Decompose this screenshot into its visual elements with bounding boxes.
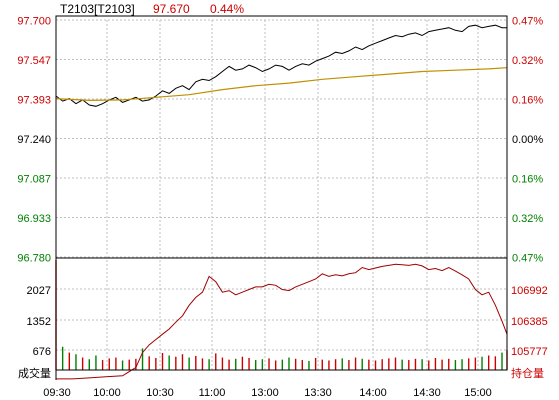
volume-tick-label-left: 676 xyxy=(33,346,51,358)
header-symbol: T2103[T2103] xyxy=(60,2,135,16)
price-tick-label-left: 97.087 xyxy=(17,174,51,186)
plot-frame xyxy=(55,15,508,371)
price-tick-label-left: 97.393 xyxy=(17,95,51,107)
time-tick-label: 13:00 xyxy=(251,387,279,399)
pct-tick-label-right: 0.47% xyxy=(512,16,543,28)
volume-bars xyxy=(55,260,508,370)
pct-tick-label-right: 0.16% xyxy=(512,174,543,186)
time-tick-label: 10:00 xyxy=(93,387,121,399)
oi-tick-label-right: 106992 xyxy=(511,285,548,297)
series-lines xyxy=(55,24,508,380)
header-change-pct: 0.44% xyxy=(210,2,244,16)
header-last-price: 97.670 xyxy=(153,2,190,16)
frame-layer xyxy=(55,15,508,380)
time-tick-label: 15:00 xyxy=(464,387,492,399)
price-tick-label-left: 97.240 xyxy=(17,134,51,146)
time-tick-label: 10:30 xyxy=(146,387,174,399)
time-tick-label: 14:30 xyxy=(413,387,441,399)
pct-tick-label-right: 0.47% xyxy=(512,253,543,265)
volume-tick-label-left: 1352 xyxy=(27,316,51,328)
time-tick-label: 11:00 xyxy=(199,387,226,399)
open-interest-axis-title: 持仓量 xyxy=(511,366,544,380)
price-line xyxy=(55,24,507,107)
price-tick-label-left: 96.933 xyxy=(17,213,51,225)
time-tick-label: 09:30 xyxy=(43,387,71,399)
price-tick-label-left: 96.780 xyxy=(17,253,51,265)
grid-layer xyxy=(56,19,507,370)
pct-tick-label-right: 0.16% xyxy=(512,95,543,107)
pct-tick-label-right: 0.32% xyxy=(512,55,543,67)
oi-tick-label-right: 105777 xyxy=(511,346,548,358)
volume-tick-label-left: 2027 xyxy=(27,285,51,297)
time-tick-label: 13:30 xyxy=(304,387,332,399)
average-price-line xyxy=(55,67,508,102)
pct-tick-label-right: 0.32% xyxy=(512,213,543,225)
price-tick-label-left: 97.700 xyxy=(17,16,51,28)
price-tick-label-left: 97.547 xyxy=(17,55,51,67)
open-interest-line xyxy=(56,263,508,380)
time-tick-label: 14:00 xyxy=(359,387,387,399)
volume-axis-title: 成交量 xyxy=(18,366,51,380)
pct-tick-label-right: 0.00% xyxy=(512,134,543,146)
oi-tick-label-right: 106385 xyxy=(511,316,548,328)
